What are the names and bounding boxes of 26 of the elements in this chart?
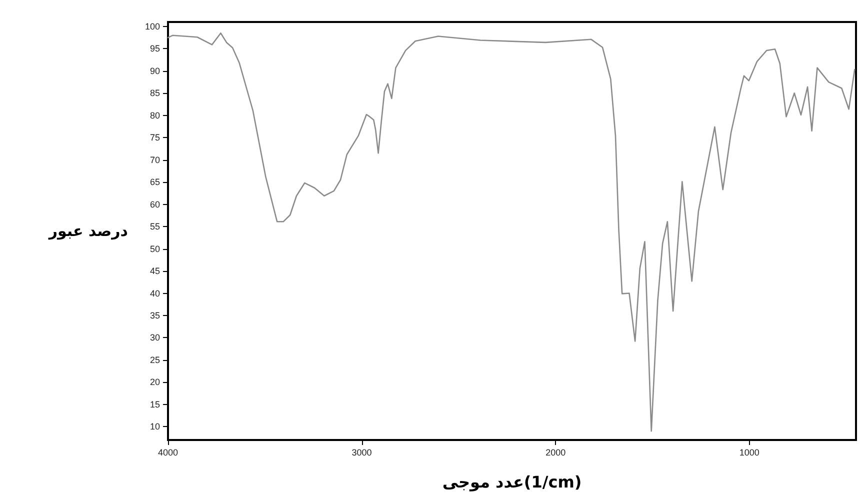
y-tick-label: 35 — [150, 310, 160, 320]
y-tick-label: 60 — [150, 199, 160, 210]
y-tick-label: 15 — [150, 399, 160, 410]
x-tick-label: 4000 — [158, 448, 178, 458]
x-axis-title: عدد موجی(1/cm) — [442, 472, 582, 492]
y-tick-label: 25 — [150, 354, 160, 365]
y-tick-label: 90 — [150, 66, 160, 76]
x-tick-label: 2000 — [546, 448, 566, 458]
y-axis-title: درصد عبور — [48, 222, 128, 240]
y-tick-label: 10 — [150, 422, 160, 432]
line-series — [167, 32, 856, 432]
x-tick-label: 1000 — [739, 448, 760, 458]
y-tick-label: 95 — [150, 44, 160, 54]
y-tick-label: 55 — [150, 222, 160, 232]
y-tick-label: 30 — [150, 332, 160, 343]
y-tick-label: 40 — [150, 288, 160, 298]
y-tick-label: 45 — [150, 266, 160, 276]
y-tick-label: 65 — [150, 177, 160, 188]
y-tick-label: 75 — [150, 132, 160, 143]
y-tick-label: 85 — [150, 88, 160, 98]
y-tick-label: 100 — [144, 21, 160, 32]
y-tick-label: 20 — [150, 377, 160, 388]
y-tick-label: 50 — [150, 244, 160, 254]
x-tick-label: 3000 — [352, 448, 372, 458]
y-tick-label: 80 — [150, 110, 160, 120]
y-tick-label: 70 — [150, 154, 160, 165]
